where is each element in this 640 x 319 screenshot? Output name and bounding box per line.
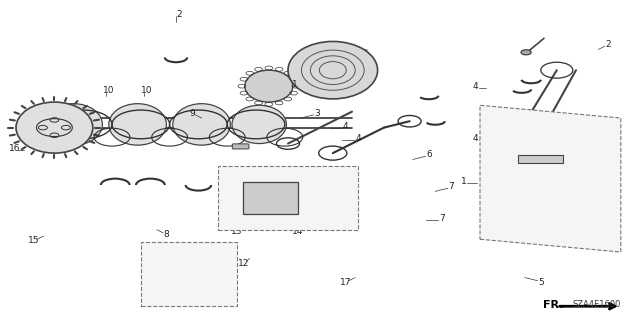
Text: 17: 17 [340, 278, 351, 287]
FancyBboxPatch shape [232, 144, 249, 149]
Text: 16: 16 [9, 144, 20, 153]
Text: 15: 15 [28, 236, 40, 245]
Text: 11: 11 [173, 284, 185, 293]
Text: 1: 1 [292, 80, 297, 89]
Text: 5: 5 [538, 278, 543, 287]
Ellipse shape [173, 104, 230, 145]
Text: 6: 6 [426, 150, 431, 159]
Text: 10: 10 [141, 86, 153, 95]
FancyBboxPatch shape [141, 242, 237, 306]
Ellipse shape [109, 104, 166, 145]
Text: 12: 12 [237, 259, 249, 268]
Polygon shape [480, 105, 621, 252]
Text: 3: 3 [314, 109, 319, 118]
Text: SZA4E1600: SZA4E1600 [572, 300, 621, 309]
Text: 1: 1 [461, 177, 467, 186]
Circle shape [521, 50, 531, 55]
Text: 9: 9 [189, 109, 195, 118]
Text: 2: 2 [177, 10, 182, 19]
Text: 2: 2 [605, 40, 611, 49]
Ellipse shape [232, 105, 287, 144]
Text: 13: 13 [231, 227, 243, 236]
Text: 14: 14 [292, 227, 303, 236]
Text: 5: 5 [541, 233, 547, 242]
Ellipse shape [244, 70, 293, 102]
Ellipse shape [16, 102, 93, 153]
Text: 10: 10 [103, 86, 115, 95]
Text: 18: 18 [218, 169, 230, 178]
FancyBboxPatch shape [518, 155, 563, 163]
Text: 7: 7 [449, 182, 454, 191]
Ellipse shape [45, 104, 102, 145]
Text: 8: 8 [164, 230, 169, 239]
FancyBboxPatch shape [243, 182, 298, 214]
Text: 7: 7 [535, 217, 540, 226]
Text: 4: 4 [343, 122, 348, 130]
Text: 7: 7 [439, 214, 444, 223]
Text: 4: 4 [473, 82, 478, 91]
FancyBboxPatch shape [218, 166, 358, 230]
Text: 3: 3 [503, 153, 508, 162]
Text: 4: 4 [356, 134, 361, 143]
Ellipse shape [288, 41, 378, 99]
Text: FR.: FR. [543, 300, 563, 310]
Text: 6: 6 [567, 204, 572, 213]
Text: 4: 4 [473, 134, 478, 143]
